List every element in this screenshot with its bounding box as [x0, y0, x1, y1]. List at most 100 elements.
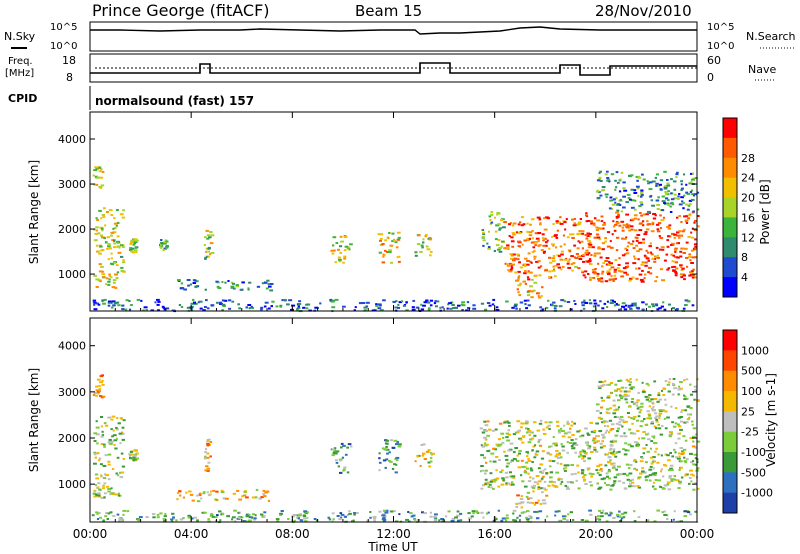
power-echo-cell — [535, 237, 540, 240]
velocity-echo-cell — [608, 456, 612, 459]
power-echo-cell — [657, 222, 662, 225]
power-echo-cell — [692, 210, 695, 213]
velocity-echo-cell — [616, 515, 619, 518]
power-echo-cell — [696, 225, 700, 228]
power-echo-cell — [554, 275, 557, 278]
power-echo-cell — [120, 244, 124, 247]
velocity-echo-cell — [624, 386, 628, 389]
power-echo-cell — [642, 238, 645, 241]
power-echo-cell — [680, 276, 684, 279]
power-echo-cell — [536, 292, 540, 295]
velocity-echo-cell — [238, 498, 242, 501]
power-echo-cell — [600, 215, 604, 218]
velocity-echo-cell — [537, 438, 542, 441]
power-echo-cell — [570, 263, 574, 266]
power-echo-cell — [145, 309, 148, 311]
velocity-echo-cell — [226, 515, 230, 518]
power-echo-cell — [566, 262, 570, 265]
velocity-echo-cell — [333, 447, 337, 450]
velocity-echo-cell — [116, 417, 119, 419]
date-title: 28/Nov/2010 — [595, 2, 692, 20]
velocity-echo-cell — [632, 418, 636, 420]
velocity-echo-cell — [189, 493, 194, 496]
power-echo-cell — [106, 247, 109, 250]
power-echo-cell — [396, 231, 401, 234]
power-echo-cell — [100, 217, 103, 220]
power-echo-cell — [493, 250, 496, 252]
velocity-echo-cell — [689, 452, 693, 455]
power-echo-cell — [621, 226, 625, 229]
velocity-echo-cell — [248, 519, 252, 522]
velocity-echo-cell — [348, 512, 352, 515]
velocity-echo-cell — [262, 495, 267, 498]
velocity-echo-cell — [535, 475, 540, 477]
power-echo-cell — [98, 170, 102, 173]
velocity-echo-cell — [511, 481, 514, 484]
power-echo-cell — [696, 191, 700, 194]
power-echo-cell — [638, 267, 641, 270]
velocity-echo-cell — [525, 516, 528, 519]
velocity-echo-cell — [619, 435, 624, 438]
velocity-echo-cell — [484, 442, 487, 445]
velocity-echo-cell — [107, 463, 111, 466]
power-echo-cell — [674, 272, 678, 275]
velocity-echo-cell — [111, 415, 116, 418]
power-echo-cell — [119, 213, 124, 216]
velocity-echo-cell — [98, 488, 101, 491]
velocity-colorbar-tick-label: 25 — [741, 405, 755, 418]
power-echo-cell — [110, 214, 114, 216]
power-echo-cell — [375, 303, 378, 306]
velocity-echo-cell — [431, 452, 435, 455]
velocity-echo-cell — [686, 511, 691, 514]
power-echo-cell — [529, 285, 533, 288]
power-echo-cell — [604, 240, 607, 243]
power-echo-cell — [129, 249, 133, 251]
velocity-echo-cell — [635, 468, 638, 471]
power-echo-cell — [628, 174, 631, 177]
power-echo-cell — [251, 307, 255, 309]
power-echo-cell — [592, 224, 596, 227]
velocity-echo-cell — [440, 518, 445, 520]
velocity-echo-cell — [133, 454, 137, 457]
velocity-echo-cell — [137, 519, 141, 522]
power-echo-cell — [395, 246, 399, 249]
velocity-echo-cell — [115, 437, 118, 440]
power-echo-cell — [533, 281, 538, 284]
power-echo-cell — [206, 234, 211, 237]
power-echo-cell — [482, 231, 485, 234]
velocity-echo-cell — [567, 436, 572, 439]
velocity-echo-cell — [559, 482, 563, 485]
velocity-echo-cell — [280, 510, 284, 512]
velocity-echo-cell — [206, 468, 209, 471]
power-echo-cell — [626, 193, 631, 196]
power-echo-cell — [680, 196, 684, 199]
velocity-echo-cell — [487, 511, 490, 514]
power-echo-cell — [495, 306, 499, 309]
velocity-echo-cell — [620, 396, 624, 399]
velocity-echo-cell — [97, 482, 101, 485]
power-echo-cell — [585, 212, 588, 215]
power-echo-cell — [130, 239, 135, 242]
velocity-echo-cell — [222, 513, 225, 516]
power-echo-cell — [675, 308, 679, 311]
velocity-echo-cell — [596, 472, 600, 474]
velocity-echo-cell — [459, 512, 463, 515]
velocity-echo-cell — [541, 491, 544, 494]
velocity-echo-cell — [501, 477, 505, 480]
power-echo-cell — [683, 274, 686, 277]
power-echo-cell — [583, 299, 586, 302]
velocity-echo-cell — [201, 511, 205, 514]
power-echo-cell — [563, 243, 566, 246]
velocity-echo-cell — [692, 435, 696, 438]
power-echo-cell — [221, 303, 226, 306]
velocity-colorbar-swatch — [723, 411, 737, 433]
power-echo-cell — [467, 307, 471, 309]
power-echo-cell — [615, 196, 618, 199]
power-echo-cell — [515, 279, 519, 282]
power-echo-cell — [384, 239, 387, 242]
velocity-echo-cell — [619, 390, 623, 393]
power-echo-cell — [574, 303, 577, 305]
power-echo-cell — [103, 298, 107, 301]
power-echo-cell — [691, 236, 695, 239]
velocity-echo-cell — [156, 516, 160, 519]
